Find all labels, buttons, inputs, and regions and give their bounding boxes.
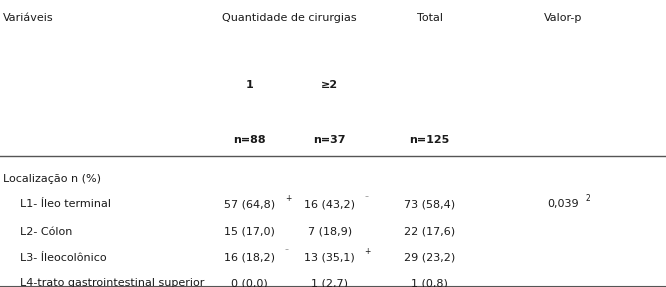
- Text: Localização n (%): Localização n (%): [3, 174, 101, 184]
- Text: L1- Íleo terminal: L1- Íleo terminal: [20, 199, 111, 210]
- Text: 29 (23,2): 29 (23,2): [404, 253, 455, 263]
- Text: 15 (17,0): 15 (17,0): [224, 227, 275, 237]
- Text: Valor-p: Valor-p: [543, 13, 582, 23]
- Text: 0 (0,0): 0 (0,0): [231, 278, 268, 287]
- Text: 0,039: 0,039: [547, 199, 579, 210]
- Text: 2: 2: [585, 194, 590, 203]
- Text: n=125: n=125: [410, 135, 450, 145]
- Text: 22 (17,6): 22 (17,6): [404, 227, 455, 237]
- Text: 1: 1: [246, 80, 254, 90]
- Text: +: +: [285, 194, 291, 203]
- Text: 13 (35,1): 13 (35,1): [304, 253, 355, 263]
- Text: 16 (43,2): 16 (43,2): [304, 199, 355, 210]
- Text: Quantidade de cirurgias: Quantidade de cirurgias: [222, 13, 357, 23]
- Text: 73 (58,4): 73 (58,4): [404, 199, 455, 210]
- Text: +: +: [364, 247, 371, 256]
- Text: L2- Cólon: L2- Cólon: [20, 227, 73, 237]
- Text: 7 (18,9): 7 (18,9): [308, 227, 352, 237]
- Text: Variáveis: Variáveis: [3, 13, 54, 23]
- Text: Total: Total: [416, 13, 443, 23]
- Text: ≥2: ≥2: [321, 80, 338, 90]
- Text: ⁻: ⁻: [364, 194, 368, 203]
- Text: 16 (18,2): 16 (18,2): [224, 253, 275, 263]
- Text: L4-trato gastrointestinal superior: L4-trato gastrointestinal superior: [20, 278, 204, 287]
- Text: 1 (2,7): 1 (2,7): [311, 278, 348, 287]
- Text: L3- Íleocolônico: L3- Íleocolônico: [20, 253, 107, 263]
- Text: n=37: n=37: [314, 135, 346, 145]
- Text: 1 (0,8): 1 (0,8): [411, 278, 448, 287]
- Text: ⁻: ⁻: [284, 247, 288, 256]
- Text: n=88: n=88: [234, 135, 266, 145]
- Text: 57 (64,8): 57 (64,8): [224, 199, 275, 210]
